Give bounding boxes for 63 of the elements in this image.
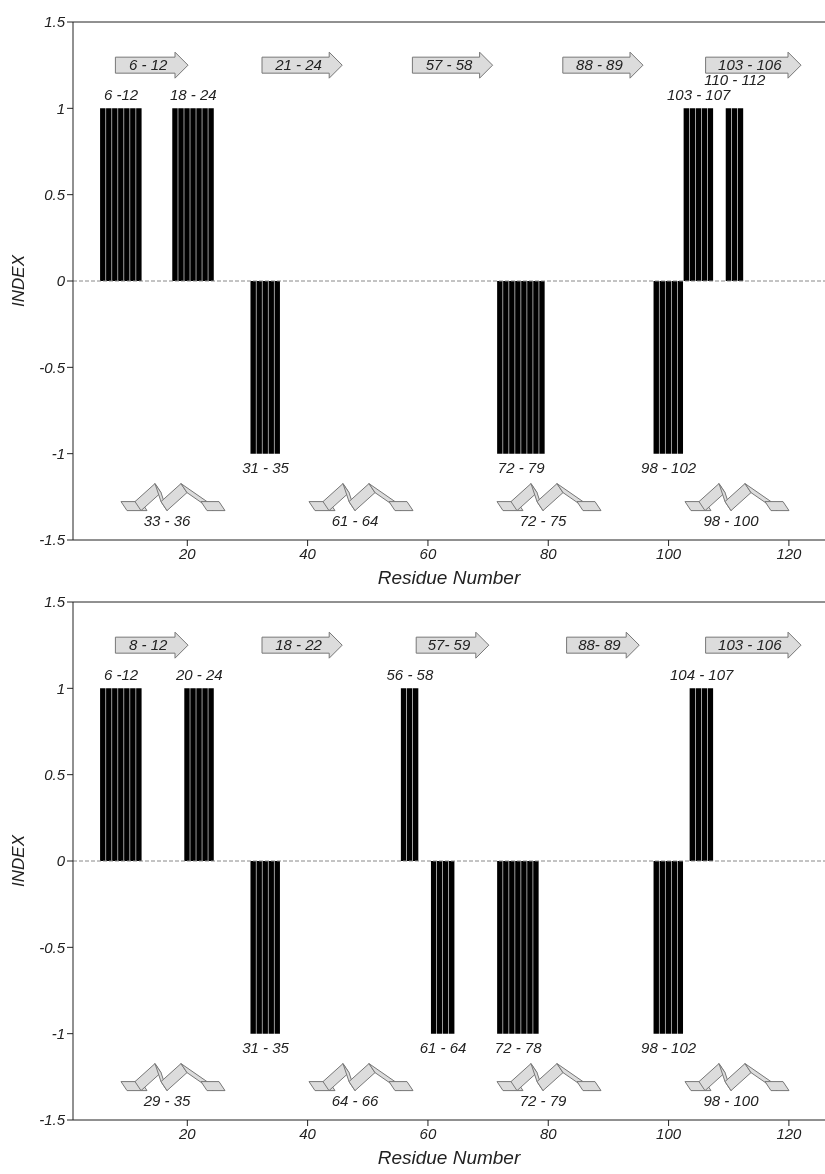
annotation: 98 - 102	[641, 458, 697, 476]
annotation: 6 -12	[104, 666, 139, 684]
annotation: 98 - 102	[641, 1038, 697, 1056]
y-tick-label: 1.5	[44, 13, 66, 31]
annotation: 110 - 112	[704, 71, 766, 89]
annotation: 18 - 22	[275, 636, 323, 654]
annotation: 98 - 100	[703, 1092, 760, 1110]
x-tick-label: 100	[656, 544, 682, 562]
annotation: 33 - 36	[143, 512, 192, 530]
x-tick-label: 120	[776, 1124, 803, 1142]
annotation: 88- 89	[578, 636, 622, 654]
y-tick-label: -1.5	[39, 1111, 66, 1129]
annotation: 72 - 78	[494, 1038, 543, 1056]
annotation: 72 - 75	[519, 512, 568, 530]
y-tick-label: 1	[56, 679, 65, 697]
x-tick-label: 120	[776, 544, 803, 562]
annotation: 18 - 24	[169, 86, 217, 104]
x-tick-label: 100	[656, 1124, 682, 1142]
y-tick-label: 0	[56, 852, 66, 870]
annotation: 72 - 79	[497, 458, 546, 476]
x-tick-label: 40	[299, 544, 317, 562]
x-tick-label: 20	[177, 544, 197, 562]
annotation: 61 - 64	[331, 512, 379, 530]
y-tick-label: 1	[56, 99, 65, 117]
annotation: 31 - 35	[242, 458, 290, 476]
x-tick-label: 40	[299, 1124, 317, 1142]
annotation: 6 - 12	[129, 56, 169, 74]
annotation: 57 - 58	[425, 56, 474, 74]
x-axis-title: Residue Number	[377, 1147, 521, 1168]
x-tick-label: 80	[539, 544, 558, 562]
x-tick-label: 80	[539, 1124, 558, 1142]
annotation: 103 - 106	[718, 56, 783, 74]
y-tick-label: -0.5	[39, 358, 66, 376]
y-tick-label: 0.5	[44, 765, 66, 783]
annotation: 8 - 12	[129, 636, 169, 654]
x-tick-label: 60	[419, 1124, 437, 1142]
annotation: 72 - 79	[519, 1092, 568, 1110]
annotation: 103 - 107	[666, 86, 732, 104]
annotation: 64 - 66	[331, 1092, 380, 1110]
y-tick-label: 1.5	[44, 593, 66, 611]
annotation: 104 - 107	[669, 666, 735, 684]
annotation: 29 - 35	[142, 1092, 192, 1110]
y-tick-label: -1.5	[39, 531, 66, 549]
annotation: 20 - 24	[174, 666, 223, 684]
y-axis-title: INDEX	[9, 834, 29, 887]
annotation: 21 - 24	[274, 56, 322, 74]
annotation: 31 - 35	[242, 1038, 290, 1056]
annotation: 103 - 106	[718, 636, 783, 654]
y-tick-label: 0.5	[44, 185, 66, 203]
y-tick-label: 0	[56, 272, 66, 290]
y-axis-title: INDEX	[9, 254, 29, 307]
annotation: 88 - 89	[576, 56, 624, 74]
annotation: 6 -12	[104, 86, 139, 104]
annotation: 61 - 64	[419, 1038, 467, 1056]
y-tick-label: -1	[51, 1024, 65, 1042]
y-tick-label: -0.5	[39, 938, 66, 956]
annotation: 56 - 58	[386, 666, 434, 684]
x-tick-label: 20	[177, 1124, 197, 1142]
y-tick-label: -1	[51, 444, 65, 462]
x-axis-title: Residue Number	[377, 567, 521, 588]
annotation: 98 - 100	[703, 512, 760, 530]
annotation: 57- 59	[427, 636, 471, 654]
x-tick-label: 60	[419, 544, 437, 562]
